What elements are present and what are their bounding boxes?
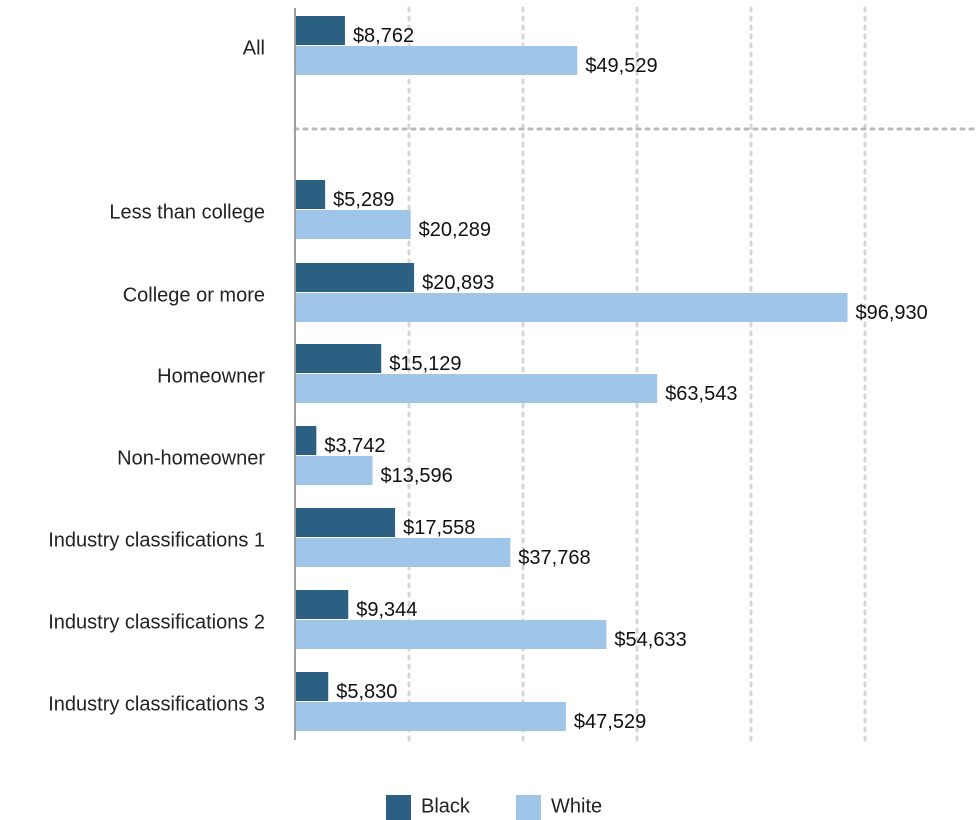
legend-swatch-white (516, 795, 541, 820)
bar-white (295, 210, 411, 239)
bar-black (295, 180, 326, 209)
value-label: $15,129 (389, 353, 461, 375)
bar-black (295, 344, 382, 373)
legend-label-white: White (551, 795, 602, 817)
bar-white (295, 620, 607, 649)
bar-white (295, 374, 658, 403)
value-label: $20,289 (419, 219, 491, 241)
value-label: $37,768 (518, 547, 590, 569)
bar-black (295, 426, 317, 455)
bar-black (295, 16, 345, 45)
category-label: Homeowner (157, 365, 265, 387)
value-label: $3,742 (324, 435, 385, 457)
value-label: $20,893 (422, 272, 494, 294)
bar-black (295, 508, 396, 537)
bar-white (295, 293, 848, 322)
category-label: Industry classifications 1 (48, 529, 265, 551)
bar-black (295, 590, 349, 619)
bar-black (295, 263, 415, 292)
value-label: $63,543 (665, 383, 737, 405)
value-label: $49,529 (585, 55, 657, 77)
category-label: Non-homeowner (117, 447, 265, 469)
value-label: $9,344 (356, 599, 417, 621)
bar-black (295, 672, 329, 701)
legend-swatch-black (386, 795, 411, 820)
category-label: Industry classifications 2 (48, 611, 265, 633)
value-label: $47,529 (574, 711, 646, 733)
bar-white (295, 456, 373, 485)
value-label: $8,762 (353, 25, 414, 47)
category-label: College or more (123, 284, 265, 306)
bar-white (295, 46, 578, 75)
value-label: $17,558 (403, 517, 475, 539)
value-label: $96,930 (856, 302, 928, 324)
category-label: Industry classifications 3 (48, 693, 265, 715)
value-label: $54,633 (614, 629, 686, 651)
value-label: $5,289 (333, 189, 394, 211)
legend-label-black: Black (421, 795, 471, 817)
bar-white (295, 702, 566, 731)
bar-white (295, 538, 511, 567)
value-label: $5,830 (336, 681, 397, 703)
value-label: $13,596 (380, 465, 452, 487)
category-label: Less than college (109, 201, 265, 223)
category-label: All (243, 37, 265, 59)
